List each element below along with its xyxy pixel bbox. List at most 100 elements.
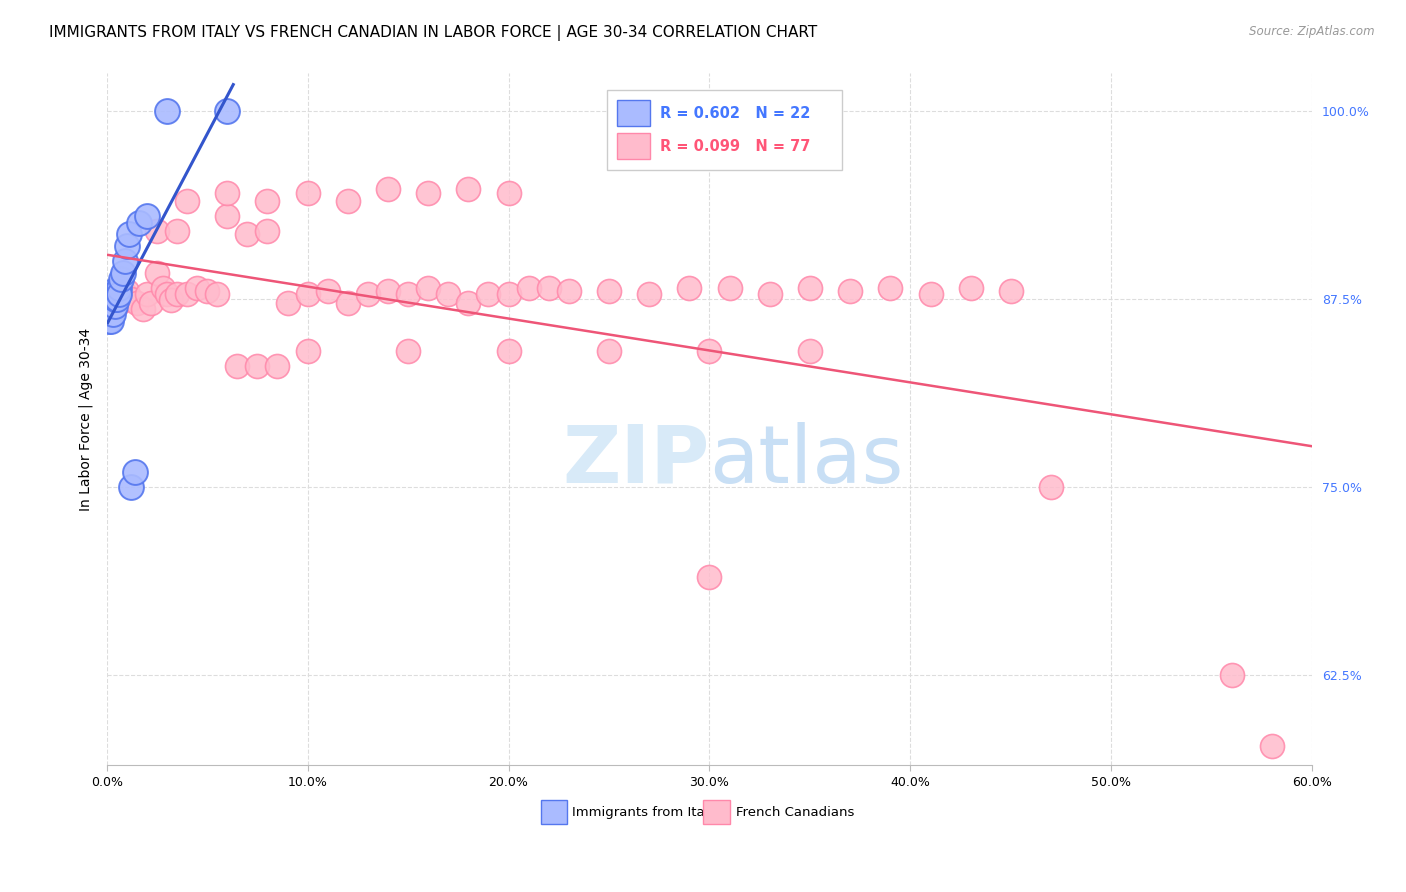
Point <box>537 281 560 295</box>
Point <box>217 209 239 223</box>
Point <box>152 281 174 295</box>
Point <box>132 302 155 317</box>
Point <box>100 299 122 313</box>
Point <box>176 194 198 208</box>
Point <box>217 103 239 118</box>
Point <box>146 224 169 238</box>
Point <box>396 287 419 301</box>
Point <box>377 284 399 298</box>
Point <box>135 209 157 223</box>
Point <box>124 465 146 479</box>
Point <box>256 194 278 208</box>
Point <box>236 227 259 241</box>
Point <box>418 281 440 295</box>
Point <box>120 292 142 306</box>
Point <box>97 314 120 328</box>
Point <box>105 292 128 306</box>
Point <box>118 227 141 241</box>
Point <box>160 293 183 308</box>
Point <box>176 287 198 301</box>
Point <box>396 344 419 359</box>
Point <box>799 281 821 295</box>
Point <box>297 344 319 359</box>
Point <box>699 344 721 359</box>
Point <box>839 284 862 298</box>
Point <box>297 186 319 201</box>
Bar <box>617 133 651 160</box>
Point <box>758 287 780 301</box>
Point <box>139 296 162 310</box>
Point <box>166 287 188 301</box>
Text: ZIP: ZIP <box>562 422 710 500</box>
Text: French Canadians: French Canadians <box>735 805 855 819</box>
Point <box>195 284 218 298</box>
Point <box>115 284 138 298</box>
Point <box>699 570 721 584</box>
Point <box>276 296 298 310</box>
Point <box>115 239 138 253</box>
Text: Source: ZipAtlas.com: Source: ZipAtlas.com <box>1250 25 1375 38</box>
Point <box>166 224 188 238</box>
Point <box>107 296 129 310</box>
Point <box>477 287 499 301</box>
FancyBboxPatch shape <box>607 90 842 169</box>
Text: R = 0.602   N = 22: R = 0.602 N = 22 <box>659 105 810 120</box>
Point <box>186 281 208 295</box>
Point <box>879 281 901 295</box>
Point <box>100 314 122 328</box>
Point <box>377 182 399 196</box>
Point <box>297 287 319 301</box>
Point <box>598 284 620 298</box>
Text: Immigrants from Italy: Immigrants from Italy <box>572 805 716 819</box>
Point <box>457 182 479 196</box>
Point <box>498 344 520 359</box>
Point <box>1040 480 1063 494</box>
Point <box>498 287 520 301</box>
Point <box>111 292 134 306</box>
Point <box>128 216 150 230</box>
Point <box>105 287 128 301</box>
Point <box>101 292 124 306</box>
Point <box>101 284 124 298</box>
Point <box>246 359 269 374</box>
Point <box>114 254 136 268</box>
Point <box>678 281 700 295</box>
Point <box>205 287 228 301</box>
Point <box>316 284 339 298</box>
Text: R = 0.099   N = 77: R = 0.099 N = 77 <box>659 139 810 153</box>
Point <box>100 292 122 306</box>
Point <box>97 292 120 306</box>
Point <box>125 296 148 310</box>
Point <box>146 266 169 280</box>
Point <box>156 103 179 118</box>
Point <box>558 284 581 298</box>
Point <box>1000 284 1022 298</box>
Point <box>107 287 129 301</box>
Point <box>1220 668 1243 682</box>
Text: atlas: atlas <box>710 422 904 500</box>
Text: IMMIGRANTS FROM ITALY VS FRENCH CANADIAN IN LABOR FORCE | AGE 30-34 CORRELATION : IMMIGRANTS FROM ITALY VS FRENCH CANADIAN… <box>49 25 817 41</box>
Point <box>517 281 540 295</box>
Point <box>217 186 239 201</box>
Point <box>498 186 520 201</box>
Point <box>114 287 136 301</box>
Point <box>418 186 440 201</box>
Point <box>598 344 620 359</box>
Bar <box>703 800 730 824</box>
Point <box>718 281 741 295</box>
Point <box>799 344 821 359</box>
Point <box>336 296 359 310</box>
Bar <box>617 100 651 127</box>
Point <box>437 287 460 301</box>
Point <box>110 272 132 286</box>
Point <box>104 292 127 306</box>
Y-axis label: In Labor Force | Age 30-34: In Labor Force | Age 30-34 <box>79 327 93 510</box>
Point <box>105 284 128 298</box>
Point <box>104 299 127 313</box>
Point <box>959 281 981 295</box>
Point <box>638 287 661 301</box>
Point <box>104 299 127 313</box>
Bar <box>541 800 567 824</box>
Point <box>336 194 359 208</box>
Point <box>457 296 479 310</box>
